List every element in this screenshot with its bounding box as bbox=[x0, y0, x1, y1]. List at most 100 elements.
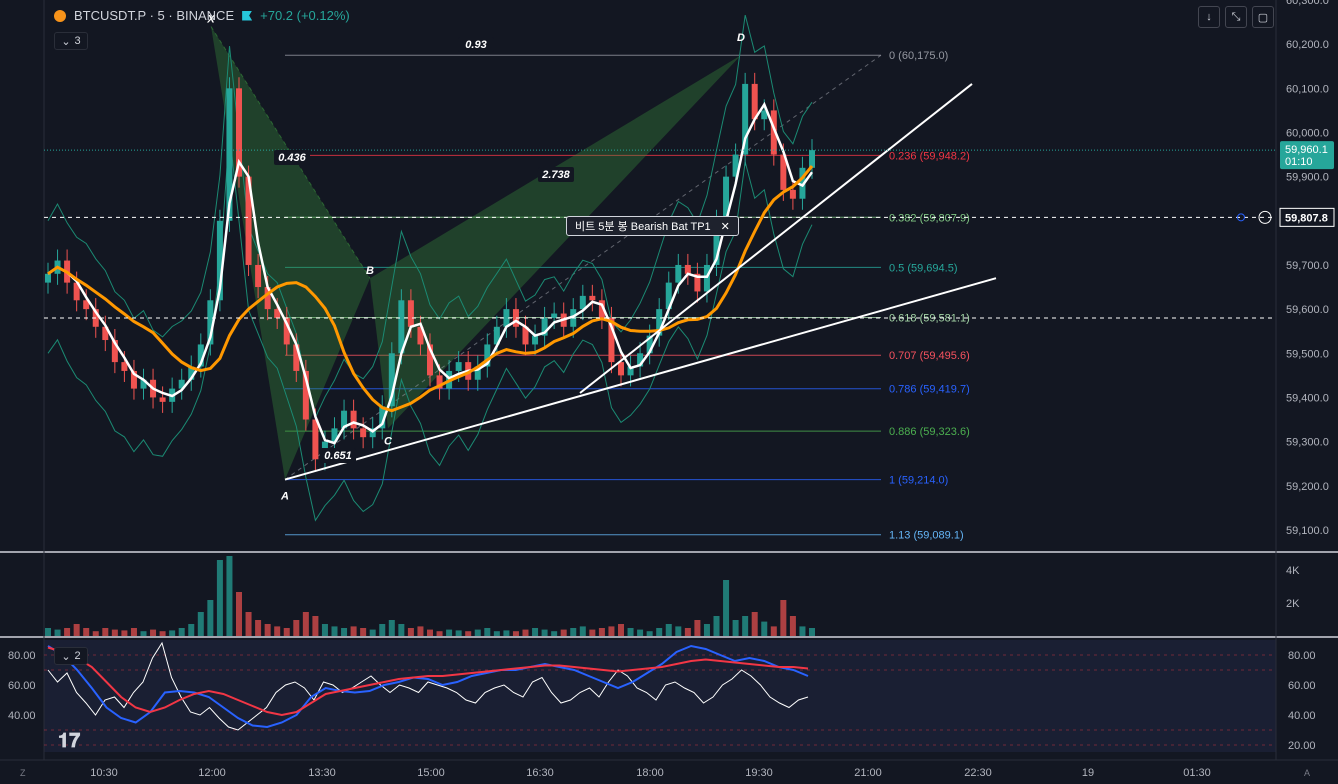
volume-bar bbox=[627, 628, 634, 636]
rsi-left-tick: 40.00 bbox=[8, 710, 36, 722]
candle-body bbox=[427, 344, 433, 376]
candle-body bbox=[159, 397, 166, 402]
time-tick-label: 19:30 bbox=[745, 767, 773, 779]
volume-bar bbox=[465, 631, 472, 636]
rsi-right-tick: 60.00 bbox=[1288, 680, 1316, 692]
candle-body bbox=[436, 375, 443, 389]
candle-body bbox=[102, 326, 109, 341]
candle-body bbox=[761, 110, 768, 120]
fib-level-label: 1 (59,214.0) bbox=[889, 475, 948, 487]
indicator-count: 3 bbox=[74, 35, 81, 47]
flag-icon[interactable] bbox=[242, 10, 253, 21]
volume-bar bbox=[751, 612, 758, 636]
timezone-z-button[interactable]: Z bbox=[20, 768, 26, 778]
indicators-collapse-button[interactable]: ⌄ 3 bbox=[54, 32, 88, 50]
volume-bar bbox=[140, 631, 147, 636]
volume-bar bbox=[45, 628, 51, 636]
candle-body bbox=[598, 300, 605, 318]
volume-bar bbox=[83, 628, 90, 636]
candle-body bbox=[579, 295, 586, 310]
trendline-lower bbox=[284, 277, 997, 481]
pattern-ratio-label: 0.651 bbox=[324, 450, 352, 462]
volume-bar bbox=[637, 629, 644, 636]
candle-body bbox=[111, 340, 118, 363]
volume-bar bbox=[207, 600, 214, 636]
candle-body bbox=[216, 220, 223, 301]
volume-bar bbox=[245, 612, 252, 636]
candle-body bbox=[360, 428, 367, 438]
collapse-pane-button[interactable]: ⤡ bbox=[1225, 6, 1247, 28]
volume-bar bbox=[188, 624, 195, 636]
candle-body bbox=[751, 83, 758, 120]
volume-bar bbox=[264, 624, 271, 636]
volume-bar bbox=[761, 621, 768, 636]
auto-scale-button[interactable]: A bbox=[1304, 768, 1311, 778]
time-tick-label: 21:00 bbox=[854, 767, 882, 779]
volume-bar bbox=[312, 616, 319, 636]
volume-bar bbox=[503, 630, 510, 636]
time-tick-label: 16:30 bbox=[526, 767, 554, 779]
volume-bar bbox=[560, 629, 567, 636]
volume-bar bbox=[64, 628, 71, 636]
add-alert-icon bbox=[1258, 210, 1272, 224]
candle-body bbox=[780, 154, 787, 190]
fib-level-label: 0.786 (59,419.7) bbox=[889, 384, 970, 396]
candle-body bbox=[245, 176, 252, 265]
ma-fast-line bbox=[47, 101, 814, 445]
time-tick-label: 01:30 bbox=[1183, 767, 1211, 779]
scroll-down-button[interactable]: ↓ bbox=[1198, 6, 1220, 28]
volume-bar bbox=[541, 629, 548, 636]
crosshair-badge bbox=[1279, 207, 1335, 227]
volume-bar bbox=[150, 629, 157, 636]
close-icon[interactable]: ✕ bbox=[720, 220, 730, 233]
symbol-title[interactable]: BTCUSDT.P · 5 · BINANCE bbox=[74, 8, 235, 23]
volume-bar bbox=[73, 624, 80, 636]
volume-bar bbox=[350, 626, 357, 636]
pattern-point-label: B bbox=[366, 265, 374, 277]
volume-bar bbox=[159, 631, 166, 636]
bollinger-lower bbox=[47, 132, 813, 522]
rsi-collapse-button[interactable]: ⌄ 2 bbox=[54, 647, 88, 665]
volume-bar bbox=[130, 628, 137, 636]
price-tick-label: 60,200.0 bbox=[1286, 39, 1329, 51]
volume-bar bbox=[341, 628, 348, 636]
candle-body bbox=[407, 300, 414, 327]
candle-body bbox=[512, 309, 519, 327]
candle-body bbox=[283, 317, 290, 345]
volume-bar bbox=[407, 628, 414, 636]
candle-body bbox=[45, 273, 51, 283]
volume-bar bbox=[656, 628, 663, 636]
rsi-left-tick: 60.00 bbox=[8, 680, 36, 692]
drawing-tooltip[interactable]: 비트 5분 봉 Bearish Bat TP1 ✕ bbox=[566, 216, 739, 236]
candle-body bbox=[732, 154, 739, 177]
volume-bar bbox=[493, 631, 500, 636]
candle-body bbox=[350, 410, 357, 429]
rsi-background bbox=[44, 640, 1276, 752]
candle-body bbox=[493, 326, 500, 345]
maximize-icon: ▢ bbox=[1257, 11, 1269, 24]
tradingview-logo: 𝟏𝟕 bbox=[58, 728, 81, 752]
volume-bar bbox=[436, 631, 443, 636]
candle-body bbox=[618, 362, 624, 376]
volume-bar bbox=[455, 630, 462, 636]
price-tick-label: 59,700.0 bbox=[1286, 260, 1329, 272]
volume-bar bbox=[799, 626, 806, 636]
candle-body bbox=[331, 428, 338, 442]
volume-bar bbox=[684, 628, 691, 636]
bitcoin-icon bbox=[54, 9, 66, 22]
maximize-pane-button[interactable]: ▢ bbox=[1252, 6, 1274, 28]
volume-bar bbox=[102, 628, 109, 636]
time-tick-label: 18:00 bbox=[636, 767, 664, 779]
fib-level-label: 0.5 (59,694.5) bbox=[889, 262, 958, 274]
price-tick-label: 59,600.0 bbox=[1286, 304, 1329, 316]
pattern-point-label: X bbox=[206, 13, 215, 25]
candle-body bbox=[589, 295, 596, 301]
pattern-ratio-label: 0.436 bbox=[278, 152, 306, 164]
candle-timer: 01:10 bbox=[1285, 156, 1313, 168]
candle-body bbox=[522, 326, 529, 345]
price-tick-label: 59,100.0 bbox=[1286, 525, 1329, 537]
candle-body bbox=[665, 282, 672, 310]
candle-body bbox=[83, 300, 90, 310]
volume-bar bbox=[474, 629, 481, 636]
